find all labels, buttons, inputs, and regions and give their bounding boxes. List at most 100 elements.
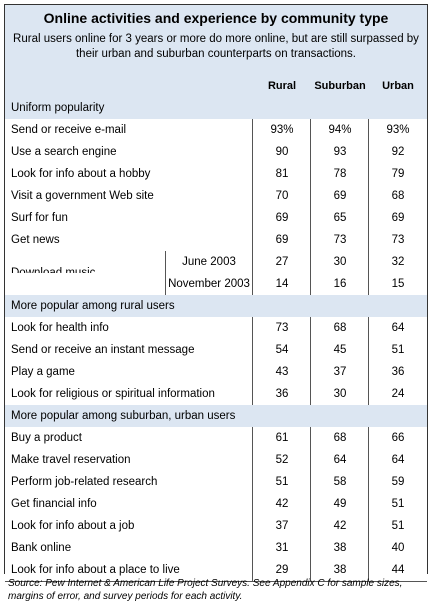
column-divider [165,251,166,295]
table-row: Look for info about a place to live 29 38 4… [5,559,427,581]
column-header-urban: Urban [382,80,414,92]
value-cell: 14 [275,278,289,290]
column-header-rural: Rural [267,80,297,92]
value-cell: 66 [391,432,405,444]
column-divider [368,427,369,581]
column-divider [252,427,253,581]
value-cell: 64 [391,454,405,466]
value-cell: 73 [391,234,405,246]
value-cell: 37 [275,520,289,532]
table-row: Get news 69 73 73 [5,229,427,251]
row-label: Send or receive an instant message [11,344,195,356]
table-row: Visit a government Web site 70 69 68 [5,185,427,207]
column-divider [252,317,253,405]
table-row: Send or receive e-mail 93% 94% 93% [5,119,427,141]
row-label: Make travel reservation [11,454,131,466]
column-divider [368,317,369,405]
value-cell: 58 [333,476,347,488]
value-cell: 78 [333,168,347,180]
table-row: Buy a product 61 68 66 [5,427,427,449]
chart-title: Online activities and experience by comm… [43,10,389,26]
value-cell: 61 [275,432,289,444]
column-divider [368,119,369,295]
value-cell: 37 [333,366,347,378]
value-cell: 92 [391,146,405,158]
table-row: Surf for fun 69 65 69 [5,207,427,229]
value-cell: 42 [275,498,289,510]
row-label: Buy a product [11,432,82,444]
table-row: Bank online 31 38 40 [5,537,427,559]
row-label: Bank online [11,542,72,554]
value-cell: 69 [275,212,289,224]
value-cell: 30 [333,388,347,400]
value-cell: 15 [391,278,405,290]
value-cell: 45 [333,344,347,356]
value-cell: 51 [391,498,405,510]
table-row: Play a game 43 37 36 [5,361,427,383]
row-sublabel: June 2003 [182,256,236,268]
row-label: Play a game [11,366,75,378]
table-row: Perform job-related research 51 58 59 [5,471,427,493]
column-divider [310,119,311,295]
source-note: Source: Pew Internet & American Life Pro… [8,578,403,602]
value-cell: 69 [391,212,405,224]
table-row: Use a search engine 90 93 92 [5,141,427,163]
header-row: Rural Suburban Urban [5,75,427,97]
value-cell: 73 [275,322,289,334]
row-label: Send or receive e-mail [11,124,127,136]
value-cell: 64 [333,454,347,466]
value-cell: 90 [275,146,289,158]
value-cell: 81 [275,168,289,180]
value-cell: 64 [391,322,405,334]
column-divider [310,317,311,405]
value-cell: 73 [333,234,347,246]
value-cell: 42 [333,520,347,532]
row-label: Use a search engine [11,146,117,158]
column-divider [252,119,253,295]
value-cell: 59 [391,476,405,488]
row-label: Get news [11,234,60,246]
section-header: More popular among rural users [5,295,427,317]
section-label: More popular among suburban, urban users [11,410,236,422]
column-header-suburban: Suburban [314,80,366,92]
value-cell: 44 [391,564,405,576]
value-cell: 93% [386,124,410,136]
value-cell: 70 [275,190,289,202]
row-divider [5,581,427,582]
value-cell: 69 [275,234,289,246]
value-cell: 79 [391,168,405,180]
value-cell: 36 [391,366,405,378]
value-cell: 65 [333,212,347,224]
table-row: November 2003 14 16 15 [5,273,427,295]
value-cell: 94% [328,124,352,136]
row-sublabel: November 2003 [168,278,250,290]
value-cell: 68 [333,432,347,444]
table-row: Send or receive an instant message 54 45 51 [5,339,427,361]
value-cell: 32 [391,256,405,268]
title-block: Online activities and experience by comm… [5,5,427,75]
row-label: Look for info about a place to live [11,564,180,576]
row-label: Get financial info [11,498,97,510]
value-cell: 36 [275,388,289,400]
value-cell: 51 [391,344,405,356]
table-row: Look for info about a job 37 42 51 [5,515,427,537]
section-header: Uniform popularity [5,97,427,119]
value-cell: 93 [333,146,347,158]
value-cell: 51 [275,476,289,488]
table-row: Look for info about a hobby 81 78 79 [5,163,427,185]
row-label: Look for info about a job [11,520,135,532]
table-row: Look for health info 73 68 64 [5,317,427,339]
table-row: Make travel reservation 52 64 64 [5,449,427,471]
section-header: More popular among suburban, urban users [5,405,427,427]
row-label: Surf for fun [11,212,68,224]
section-label: Uniform popularity [11,102,105,114]
chart-subtitle: Rural users online for 3 years or more d… [13,33,419,60]
value-cell: 52 [275,454,289,466]
value-cell: 29 [275,564,289,576]
table-row: Look for religious or spiritual informat… [5,383,427,405]
value-cell: 49 [333,498,347,510]
value-cell: 38 [333,542,347,554]
value-cell: 69 [333,190,347,202]
value-cell: 30 [333,256,347,268]
